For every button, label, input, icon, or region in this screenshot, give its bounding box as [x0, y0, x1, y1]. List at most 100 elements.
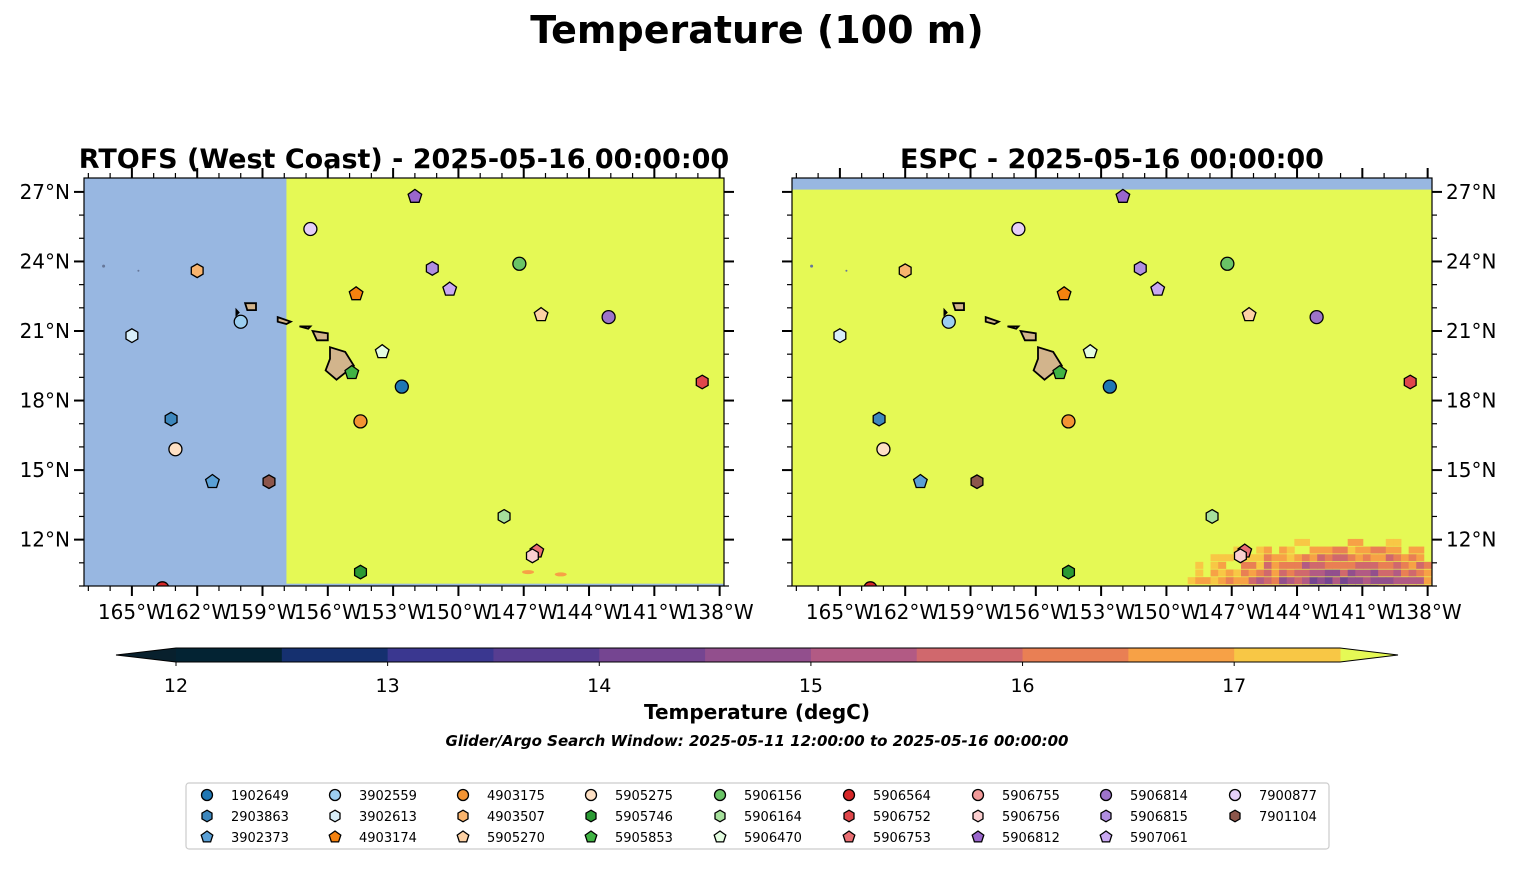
temperature-cell [1301, 561, 1310, 569]
temperature-cell [1355, 569, 1364, 577]
temperature-cell [1370, 577, 1379, 585]
temperature-cell [1416, 561, 1425, 569]
legend-marker [456, 788, 470, 802]
x-tick-label: 150°W [424, 600, 492, 624]
legend-label: 2903863 [231, 810, 289, 825]
x-tick-label: 162°W [871, 600, 939, 624]
float-5905746 [353, 564, 368, 580]
temperature-cell [1340, 569, 1349, 577]
x-tick-label: 153°W [359, 600, 427, 624]
temperature-cell [1195, 561, 1204, 569]
y-tick-label: 24°N [1446, 249, 1496, 273]
island [324, 345, 356, 381]
temperature-cell [1347, 569, 1356, 577]
legend-entry: 5905853 [584, 830, 673, 846]
colorbar-segment [493, 648, 600, 662]
legend-label: 4903174 [359, 831, 417, 846]
temperature-cell [1248, 569, 1257, 577]
legend-entry: 5906814 [1099, 788, 1188, 804]
temperature-cell [1401, 561, 1410, 569]
legend-label: 5906753 [873, 831, 931, 846]
legend-label: 5906156 [744, 789, 802, 804]
temperature-cell [1241, 561, 1250, 569]
y-tick-label: 18°N [20, 389, 70, 413]
colorbar-segment [387, 648, 494, 662]
temperature-cell [1385, 538, 1394, 546]
island [276, 315, 294, 325]
float-5906470 [1082, 343, 1098, 359]
island [943, 307, 948, 318]
legend-label: 4903507 [487, 810, 545, 825]
temperature-cell [1416, 554, 1425, 562]
temperature-cell [1431, 554, 1432, 562]
legend-marker [201, 809, 213, 823]
legend-label: 7901104 [1259, 810, 1317, 825]
legend-marker [972, 809, 984, 823]
panel-title: RTOFS (West Coast) - 2025-05-16 00:00:00 [79, 144, 729, 175]
temperature-cell [1362, 577, 1371, 585]
temperature-cell [1256, 569, 1265, 577]
float-5906156 [1220, 256, 1235, 271]
colorbar-segment [599, 648, 706, 662]
atoll [810, 264, 814, 268]
float-5906814 [601, 309, 616, 325]
temperature-cell [1256, 546, 1265, 554]
colorbar-segment [281, 648, 389, 662]
x-tick-label: 144°W [1263, 600, 1331, 624]
float-5905746 [1061, 564, 1076, 580]
temperature-cell [1347, 554, 1356, 562]
x-tick-label: 159°W [229, 600, 297, 624]
x-tick-label: 165°W [98, 600, 166, 624]
temperature-cell [1210, 577, 1219, 585]
y-tick-label: 12°N [1446, 528, 1496, 552]
temperature-cell [1218, 561, 1227, 569]
figure-title: Temperature (100 m) [530, 8, 984, 52]
float-7900877 [1011, 221, 1026, 237]
legend-marker [328, 788, 342, 802]
temperature-cell [1286, 577, 1295, 585]
legend-marker [1099, 788, 1113, 802]
temperature-cell [1210, 569, 1219, 577]
temperature-cell [1210, 554, 1219, 562]
temperature-cell [1294, 577, 1303, 585]
island [243, 302, 257, 312]
x-tick-label: 156°W [294, 600, 362, 624]
temperature-cell [1317, 561, 1326, 569]
temperature-cell [1233, 577, 1242, 585]
legend-label: 7900877 [1259, 789, 1317, 804]
legend-label: 5905275 [615, 789, 673, 804]
legend-marker [714, 809, 726, 823]
temperature-cell [1279, 546, 1288, 554]
temperature-cell [1340, 577, 1349, 585]
float-3902559 [233, 314, 248, 329]
temperature-cell [1378, 577, 1387, 585]
temperature-cell [1263, 569, 1272, 577]
temperature-cell [1309, 561, 1318, 569]
legend-label: 3902559 [359, 789, 417, 804]
colorbar-segment [1022, 648, 1129, 662]
temperature-cell [1332, 561, 1341, 569]
temperature-cell [1362, 554, 1371, 562]
temperature-cell [1423, 577, 1432, 585]
legend-entry: 5905746 [585, 809, 673, 825]
float-5906156 [512, 256, 527, 271]
temperature-cell [1408, 577, 1417, 585]
warm-speck [522, 570, 535, 575]
x-tick-label: 165°W [806, 600, 874, 624]
float-7901104 [970, 474, 984, 490]
legend-frame [185, 782, 1330, 850]
legend-label: 5905270 [487, 831, 545, 846]
search-window-note: Glider/Argo Search Window: 2025-05-11 12… [445, 732, 1069, 750]
temperature-cell [1401, 577, 1410, 585]
legend-marker [971, 830, 985, 843]
legend-marker [1229, 809, 1241, 823]
temperature-cell [1271, 569, 1280, 577]
legend-label: 5905746 [615, 810, 673, 825]
x-tick-label: 150°W [1132, 600, 1200, 624]
temperature-cell [1286, 546, 1295, 554]
colorbar-over-extend [1340, 648, 1398, 662]
float-5907061 [1150, 281, 1166, 296]
warm-speck [554, 572, 567, 577]
legend-entry: 4903507 [457, 809, 545, 825]
temperature-cell [1263, 577, 1272, 585]
